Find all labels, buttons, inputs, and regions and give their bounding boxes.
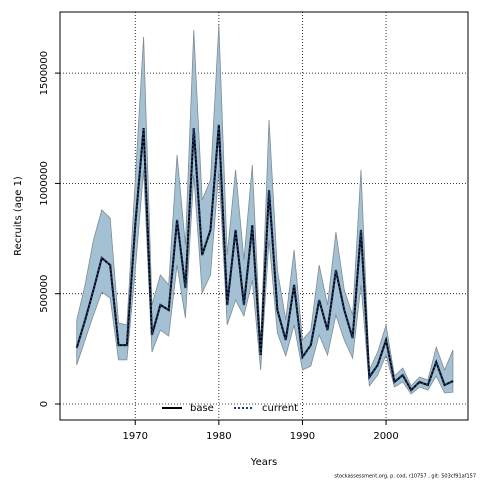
x-axis-label: Years — [250, 457, 277, 468]
legend-label: current — [262, 403, 298, 414]
plot-frame — [59, 11, 469, 421]
legend-label: base — [190, 403, 214, 414]
confidence-band — [76, 24, 454, 395]
y-axis-label: Recruits (age 1) — [13, 176, 24, 256]
series-line — [75, 124, 454, 392]
y-tick-label: 500000 — [39, 275, 50, 313]
x-tick-label: 2000 — [373, 431, 398, 442]
y-tick-label: 1500000 — [39, 51, 50, 96]
footer: stockassessment.org, p. cod, r10757 , gi… — [334, 474, 476, 480]
y-tick-label: 0 — [39, 401, 50, 407]
x-tick-label: 1970 — [123, 431, 148, 442]
x-tick-label: 1990 — [290, 431, 315, 442]
x-tick-label: 1980 — [206, 431, 231, 442]
y-tick-label: 1000000 — [39, 161, 50, 206]
